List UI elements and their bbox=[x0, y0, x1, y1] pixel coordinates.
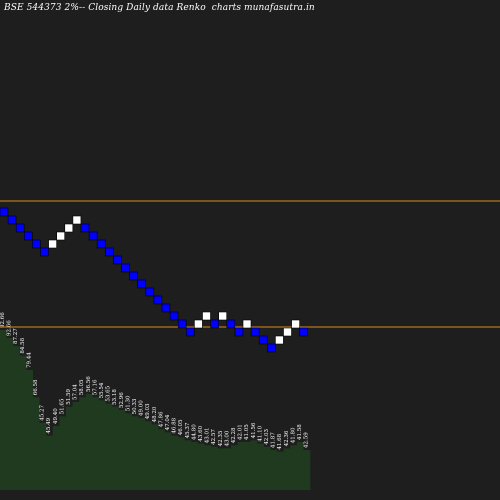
up-brick bbox=[72, 215, 82, 225]
volume-label: 41.56 bbox=[251, 422, 257, 438]
up-brick bbox=[56, 231, 66, 241]
down-brick bbox=[177, 319, 187, 329]
volume-label: 51.59 bbox=[66, 389, 72, 405]
up-brick bbox=[283, 327, 292, 337]
volume-label: 42.57 bbox=[211, 429, 217, 445]
volume-label: 46.88 bbox=[172, 417, 178, 433]
chart-title: BSE 544373 2%-- Closing Daily data Renko… bbox=[4, 3, 315, 13]
volume-label: 41.87 bbox=[271, 432, 277, 448]
down-brick bbox=[7, 215, 17, 225]
volume-label: 79.44 bbox=[26, 352, 32, 368]
up-brick bbox=[48, 239, 57, 249]
volume-label: 42.03 bbox=[264, 429, 270, 445]
volume-label: 41.58 bbox=[297, 424, 303, 440]
up-brick bbox=[202, 311, 211, 321]
volume-label: 41.68 bbox=[277, 433, 283, 449]
down-brick bbox=[137, 279, 146, 289]
down-brick bbox=[299, 327, 309, 337]
volume-label: 42.35 bbox=[218, 430, 224, 446]
down-brick bbox=[15, 223, 25, 233]
down-brick bbox=[105, 247, 114, 257]
volume-label: 57.04 bbox=[73, 384, 79, 400]
volume-label: 92.66 bbox=[0, 312, 6, 328]
down-brick bbox=[210, 319, 219, 329]
volume-label: 41.10 bbox=[257, 425, 263, 441]
volume-label: 56.56 bbox=[86, 376, 92, 392]
down-brick bbox=[121, 263, 130, 273]
volume-label: 48.20 bbox=[152, 406, 158, 422]
volume-label: 87.27 bbox=[13, 328, 19, 344]
volume-label: 44.80 bbox=[191, 424, 197, 440]
up-brick bbox=[242, 319, 252, 329]
volume-label: 45.37 bbox=[185, 422, 191, 438]
volume-area-group bbox=[0, 330, 311, 490]
volume-label: 58.05 bbox=[79, 379, 85, 395]
down-brick bbox=[145, 287, 155, 297]
down-brick bbox=[129, 271, 138, 281]
volume-label: 57.16 bbox=[92, 379, 98, 395]
volume-label: 49.03 bbox=[145, 403, 151, 419]
volume-label: 53.18 bbox=[112, 389, 118, 405]
down-brick bbox=[23, 231, 33, 241]
down-brick bbox=[32, 239, 41, 249]
volume-label: 53.65 bbox=[106, 385, 112, 401]
renko-bricks-group bbox=[0, 207, 309, 353]
down-brick bbox=[96, 239, 106, 249]
volume-label: 42.36 bbox=[284, 430, 290, 446]
up-brick bbox=[194, 319, 203, 329]
down-brick bbox=[234, 327, 244, 337]
down-brick bbox=[186, 327, 195, 337]
up-brick bbox=[64, 223, 74, 233]
volume-label: 47.04 bbox=[165, 414, 171, 430]
volume-label: 42.28 bbox=[231, 427, 237, 443]
down-brick bbox=[113, 255, 122, 265]
volume-label: 92.66 bbox=[7, 320, 13, 336]
volume-label: 41.80 bbox=[290, 427, 296, 443]
volume-area bbox=[0, 330, 311, 490]
down-brick bbox=[266, 343, 276, 353]
volume-label: 46.05 bbox=[178, 419, 184, 435]
volume-label: 43.00 bbox=[224, 430, 230, 446]
down-brick bbox=[169, 311, 179, 321]
down-brick bbox=[88, 231, 98, 241]
volume-label: 43.60 bbox=[198, 425, 204, 441]
down-brick bbox=[153, 295, 163, 305]
volume-labels-group: 92.6692.6687.2784.5879.4466.5845.2745.49… bbox=[0, 312, 310, 450]
down-brick bbox=[161, 303, 171, 313]
volume-label: 47.86 bbox=[158, 411, 164, 427]
volume-label: 43.01 bbox=[205, 427, 211, 443]
down-brick bbox=[226, 319, 236, 329]
volume-label: 50.33 bbox=[132, 398, 138, 414]
down-brick bbox=[0, 207, 9, 217]
volume-label: 52.96 bbox=[119, 392, 125, 408]
volume-label: 45.27 bbox=[40, 405, 46, 421]
down-brick bbox=[258, 335, 268, 345]
volume-label: 51.30 bbox=[125, 395, 131, 411]
volume-label: 49.00 bbox=[139, 400, 145, 416]
down-brick bbox=[40, 247, 49, 257]
volume-label: 66.58 bbox=[33, 379, 39, 395]
up-brick bbox=[275, 335, 284, 345]
down-brick bbox=[250, 327, 260, 337]
down-brick bbox=[80, 223, 90, 233]
volume-label: 51.65 bbox=[59, 398, 65, 414]
volume-label: 84.58 bbox=[20, 337, 26, 353]
volume-label: 49.40 bbox=[53, 408, 59, 424]
up-brick bbox=[291, 319, 300, 329]
volume-label: 41.05 bbox=[244, 424, 250, 440]
volume-label: 42.01 bbox=[238, 424, 244, 440]
volume-label: 42.59 bbox=[304, 432, 310, 448]
up-brick bbox=[218, 311, 227, 321]
volume-label: 45.49 bbox=[46, 417, 52, 433]
volume-label: 55.54 bbox=[99, 382, 105, 398]
